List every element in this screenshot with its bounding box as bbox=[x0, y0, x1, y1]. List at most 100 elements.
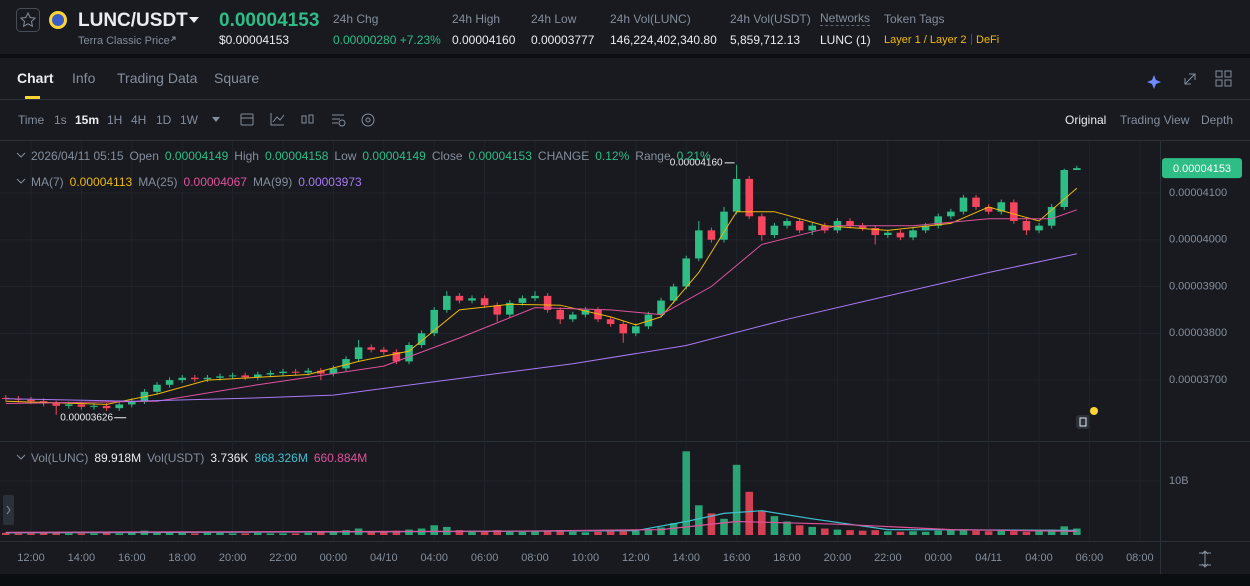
view[interactable]: Original bbox=[1065, 113, 1107, 127]
last-price-badge bbox=[1162, 158, 1242, 179]
volume-bar bbox=[682, 451, 691, 535]
volume-bar bbox=[745, 491, 754, 535]
pair-dropdown[interactable] bbox=[189, 17, 199, 23]
candle-body bbox=[657, 300, 665, 315]
candle-body bbox=[909, 230, 917, 238]
volume-bar bbox=[732, 464, 741, 535]
interval[interactable]: 1D bbox=[156, 113, 172, 127]
volume-bar bbox=[165, 532, 174, 535]
candle-body bbox=[254, 374, 262, 378]
legend-value: 0.00004158 bbox=[264, 149, 329, 163]
volume-bar bbox=[783, 521, 791, 535]
view[interactable]: Trading View bbox=[1120, 113, 1190, 127]
change-percent: +7.23% bbox=[399, 33, 441, 47]
candle-body bbox=[1073, 168, 1081, 171]
volume-bar bbox=[669, 523, 678, 535]
tag[interactable]: DeFi bbox=[976, 34, 1000, 46]
volume-bar bbox=[972, 530, 980, 535]
candle-body bbox=[732, 178, 741, 212]
legend-label: High bbox=[234, 149, 259, 163]
volume-bar bbox=[191, 533, 199, 535]
candle-body bbox=[480, 298, 489, 306]
view[interactable]: Depth bbox=[1201, 113, 1234, 127]
y-tick-label: 0.00004100 bbox=[1169, 187, 1227, 199]
volume-bar bbox=[291, 533, 300, 535]
collapse-ma[interactable] bbox=[16, 178, 26, 184]
tab[interactable]: Square bbox=[214, 70, 260, 86]
volume-bar bbox=[632, 530, 640, 535]
header-panel bbox=[0, 0, 1250, 54]
networks-label[interactable]: Networks bbox=[820, 11, 871, 26]
layout-icon[interactable] bbox=[1215, 70, 1232, 87]
volume-bar bbox=[984, 531, 993, 535]
tab[interactable]: Chart bbox=[17, 70, 54, 86]
y-tick-label: 0.00004000 bbox=[1169, 234, 1227, 246]
legend-label: Vol(USDT) bbox=[147, 451, 205, 465]
stat-value: 0.00000280 +7.23% bbox=[333, 33, 441, 47]
interval[interactable]: 1W bbox=[180, 113, 198, 127]
datetime: 2026/04/11 05:15 bbox=[31, 149, 124, 163]
tag[interactable]: Layer 1 / Layer 2 bbox=[884, 34, 967, 46]
interval[interactable]: 1s bbox=[54, 113, 67, 127]
candle-body bbox=[468, 298, 476, 301]
x-tick-label: 08:00 bbox=[521, 552, 549, 564]
legend-value: 0.00004149 bbox=[164, 149, 229, 163]
tab[interactable]: Trading Data bbox=[117, 70, 198, 86]
stat-value: 5,859,712.13 bbox=[730, 33, 801, 47]
volume-bar bbox=[896, 531, 905, 535]
candle-body bbox=[556, 309, 564, 320]
interval[interactable]: 4H bbox=[131, 113, 147, 127]
volume-bar bbox=[1073, 528, 1081, 535]
tags-label: Token Tags bbox=[884, 12, 945, 26]
legend-label: Range bbox=[635, 149, 671, 163]
favorite-button[interactable] bbox=[16, 8, 40, 32]
candle-body bbox=[808, 225, 817, 231]
candle-body bbox=[430, 309, 438, 334]
volume-bar bbox=[14, 533, 23, 535]
candle-body bbox=[342, 359, 350, 369]
x-tick-label: 10:00 bbox=[572, 552, 600, 564]
volume-bar bbox=[342, 530, 350, 535]
x-tick-label: 12:00 bbox=[622, 552, 650, 564]
ma-name: MA(25) bbox=[138, 175, 178, 189]
axis-scale-icon[interactable] bbox=[1199, 550, 1211, 568]
event-icon[interactable] bbox=[1076, 415, 1090, 429]
subtitle[interactable]: Terra Classic Price bbox=[78, 35, 170, 47]
interval[interactable]: 1H bbox=[107, 113, 123, 127]
interval[interactable]: 15m bbox=[75, 113, 100, 127]
x-tick-label: 20:00 bbox=[824, 552, 852, 564]
volume-bar bbox=[833, 529, 842, 535]
toolbar-icons[interactable] bbox=[240, 113, 375, 127]
candle-body bbox=[380, 349, 388, 353]
volume-bar bbox=[695, 505, 703, 535]
collapse-volume[interactable] bbox=[16, 454, 26, 460]
tab[interactable]: Info bbox=[72, 70, 96, 86]
volume-bar bbox=[241, 533, 249, 535]
x-tick-label: 06:00 bbox=[1076, 552, 1104, 564]
volume-bar bbox=[52, 531, 60, 535]
interval[interactable]: Time bbox=[18, 113, 45, 127]
interval-dropdown[interactable] bbox=[212, 117, 220, 122]
volume-ma-value: 868.326M bbox=[254, 451, 308, 465]
volume-bar bbox=[531, 531, 539, 535]
candle-body bbox=[984, 206, 993, 212]
candle-body bbox=[846, 221, 854, 226]
candle-body bbox=[2, 397, 10, 399]
volume-bar bbox=[808, 526, 817, 535]
fullscreen-icon[interactable] bbox=[1184, 73, 1196, 85]
candle-body bbox=[921, 225, 930, 231]
collapse-legend[interactable] bbox=[16, 152, 26, 158]
candle-body bbox=[518, 298, 527, 303]
volume-bar bbox=[1035, 531, 1043, 535]
volume-bar bbox=[846, 530, 854, 535]
candle-body bbox=[619, 323, 627, 334]
volume-bar bbox=[518, 531, 527, 535]
candle-body bbox=[228, 375, 237, 377]
ma-line bbox=[5, 209, 1077, 404]
ai-icon[interactable] bbox=[1147, 75, 1161, 89]
candle-body bbox=[493, 305, 501, 315]
volume-legend: Vol(LUNC) 89.918M Vol(USDT) 3.736K 868.326… bbox=[31, 451, 367, 465]
legend-value: 0.00004149 bbox=[362, 149, 426, 163]
sidebar-toggle[interactable] bbox=[3, 495, 14, 525]
candle-body bbox=[707, 230, 716, 240]
